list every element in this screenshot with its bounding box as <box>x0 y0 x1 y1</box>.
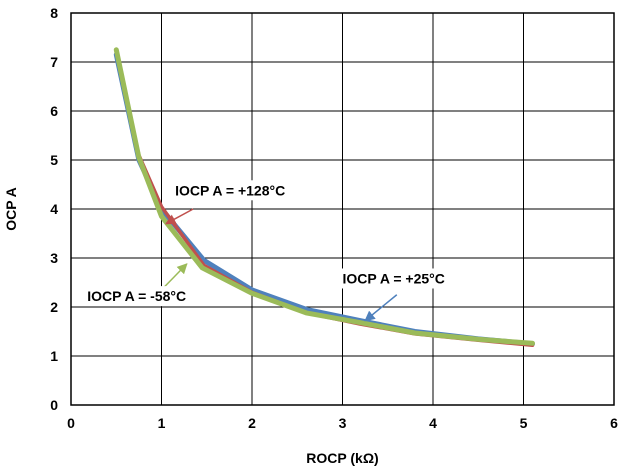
annotation-label: IOCP A = +128°C <box>175 182 285 198</box>
x-tick-label: 1 <box>158 415 166 431</box>
annotations: IOCP A = +128°C IOCP A = +25°C IOCP A = -5… <box>84 180 448 322</box>
annotation-arrow <box>364 294 398 322</box>
x-tick-label: 6 <box>610 415 618 431</box>
annotation-arrow <box>165 208 194 225</box>
y-tick-label: 7 <box>50 54 58 70</box>
y-axis-ticks: 0 1 2 3 4 5 6 7 8 <box>50 5 58 413</box>
series-line-3 <box>113 47 535 346</box>
annotation-label: IOCP A = +25°C <box>343 270 445 286</box>
annotation-arrow <box>160 263 188 291</box>
annotation-background <box>84 286 190 307</box>
x-tick-label: 4 <box>429 415 437 431</box>
plot-area-frame <box>70 12 615 406</box>
y-axis-title: OCP A <box>3 187 19 231</box>
series-lines <box>113 47 535 347</box>
y-tick-label: 3 <box>50 250 58 266</box>
y-tick-label: 2 <box>50 299 58 315</box>
x-tick-label: 0 <box>67 415 75 431</box>
x-tick-label: 3 <box>339 415 347 431</box>
y-tick-label: 0 <box>50 397 58 413</box>
x-axis-title: ROCP (kΩ) <box>306 450 378 466</box>
y-tick-label: 6 <box>50 103 58 119</box>
x-axis-ticks: 0 1 2 3 4 5 6 <box>67 415 618 431</box>
x-tick-label: 5 <box>520 415 528 431</box>
y-tick-label: 8 <box>50 5 58 21</box>
annotation-background <box>172 180 289 201</box>
annotation-background <box>339 268 448 289</box>
y-tick-label: 4 <box>50 201 58 217</box>
y-tick-label: 1 <box>50 348 58 364</box>
annotation-label: IOCP A = -58°C <box>87 288 186 304</box>
x-tick-label: 2 <box>248 415 256 431</box>
y-tick-label: 5 <box>50 152 58 168</box>
